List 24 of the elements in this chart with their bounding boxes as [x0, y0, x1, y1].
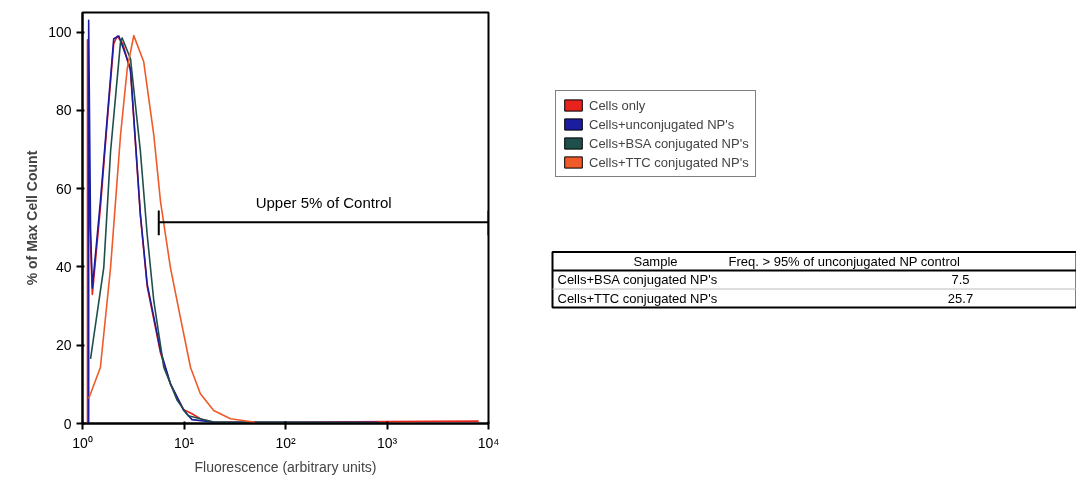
- x-tick-label: 10⁴: [477, 434, 500, 451]
- text: Cells+TTC conjugated NP's: [557, 290, 718, 306]
- y-tick-label: 40: [55, 258, 72, 275]
- y-tick-label: 100: [48, 24, 72, 41]
- y-axis-title: % of Max Cell Count: [24, 150, 41, 286]
- y-tick-label: 60: [55, 180, 72, 197]
- text: 7.5: [951, 272, 970, 288]
- legend-label: Cells+unconjugated NP's: [589, 116, 735, 132]
- legend-label: Cells only: [589, 97, 646, 113]
- x-tick-label: 10¹: [173, 434, 195, 451]
- y-tick-label: 80: [55, 102, 72, 119]
- legend-label: Cells+BSA conjugated NP's: [589, 135, 749, 151]
- y-tick-label: 0: [63, 415, 72, 432]
- legend-label: Cells+TTC conjugated NP's: [589, 154, 749, 170]
- text: Sample: [633, 253, 678, 269]
- x-tick-label: 10⁰: [72, 434, 93, 451]
- x-axis-title: Fluorescence (arbitrary units): [194, 458, 377, 475]
- y-tick-label: 20: [55, 337, 72, 354]
- x-tick-label: 10²: [275, 434, 296, 451]
- text: Cells+BSA conjugated NP's: [557, 272, 718, 288]
- x-tick-label: 10³: [376, 434, 398, 451]
- text: Freq. > 95% of unconjugated NP control: [728, 253, 960, 269]
- annotation: Upper 5% of Control: [255, 194, 392, 212]
- text: 25.7: [947, 290, 974, 306]
